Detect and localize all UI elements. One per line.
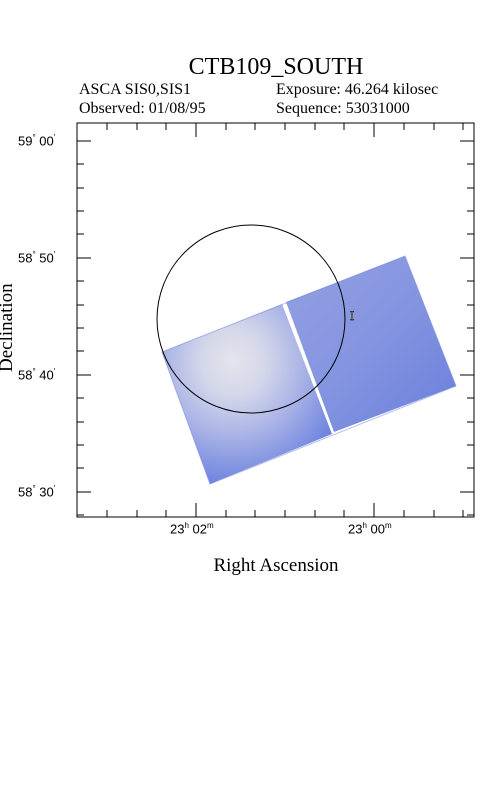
plot-title: CTB109_SOUTH bbox=[188, 54, 364, 80]
plot-frame bbox=[76, 122, 475, 518]
x-axis-label: Right Ascension bbox=[213, 555, 339, 576]
tick-marks bbox=[77, 123, 474, 517]
source-region-circle bbox=[156, 224, 346, 414]
y-tick-label: 58° 40′ bbox=[18, 367, 56, 383]
sequence-label: Sequence: 53031000 bbox=[276, 100, 410, 117]
y-tick-label: 58° 30′ bbox=[18, 484, 56, 500]
instrument-label: ASCA SIS0,SIS1 bbox=[79, 81, 192, 98]
y-tick-label: 59° 00′ bbox=[18, 133, 56, 149]
y-axis-label: Declination bbox=[0, 283, 17, 372]
exposure-label: Exposure: 46.264 kilosec bbox=[276, 81, 439, 98]
y-tick-label: 58° 50′ bbox=[18, 250, 56, 266]
x-tick-label: 23h 02m bbox=[170, 521, 214, 537]
observed-date-label: Observed: 01/08/95 bbox=[79, 100, 206, 117]
source-marker-label: I bbox=[350, 308, 354, 323]
exposure-image bbox=[161, 255, 457, 485]
x-tick-label: 23h 00m bbox=[348, 521, 392, 537]
